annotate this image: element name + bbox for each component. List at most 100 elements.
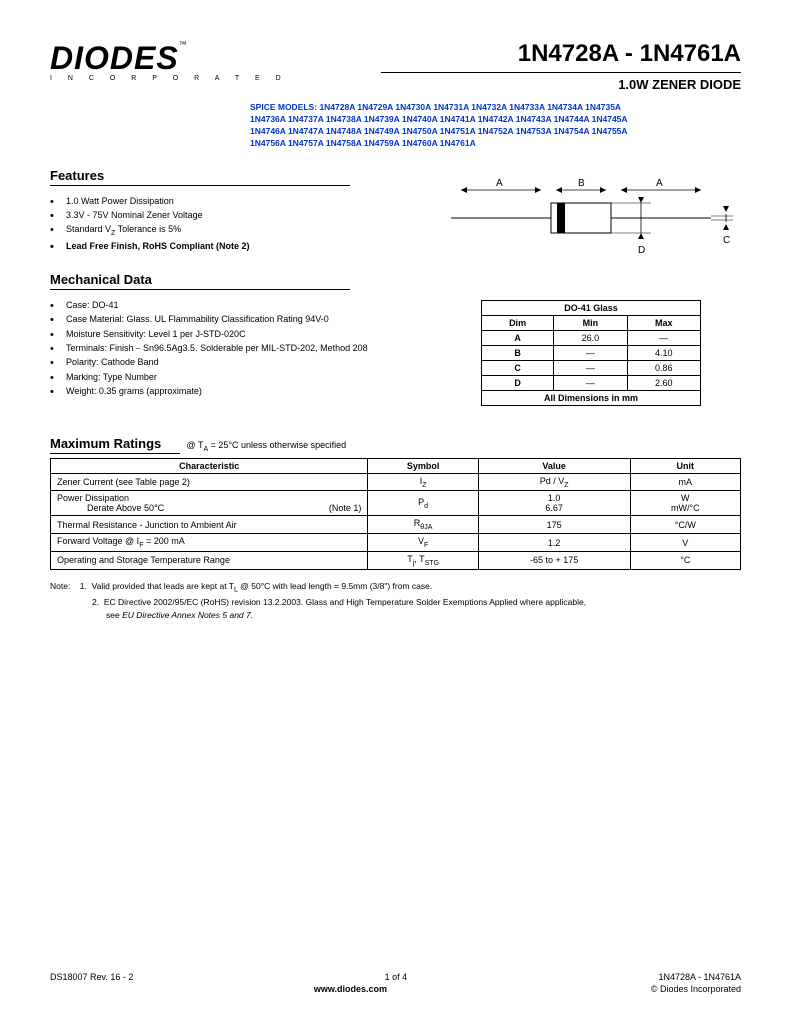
- dim-header: Min: [554, 315, 627, 330]
- ratings-cell: Thermal Resistance - Junction to Ambient…: [51, 516, 368, 534]
- ratings-table: Characteristic Symbol Value Unit Zener C…: [50, 458, 741, 570]
- mechanical-item: Moisture Sensitivity: Level 1 per J-STD-…: [50, 327, 390, 341]
- ratings-cell: RθJA: [368, 516, 478, 534]
- label-C: C: [723, 235, 730, 246]
- ratings-cell: Tj, TSTG: [368, 551, 478, 569]
- table-row: C—0.86: [482, 360, 701, 375]
- features-col: Features 1.0 Watt Power Dissipation 3.3V…: [50, 168, 390, 399]
- page-title: 1N4728A - 1N4761A: [381, 40, 741, 68]
- table-row: Power Dissipation Derate Above 50°C(Note…: [51, 491, 741, 516]
- ratings-cell: V: [630, 534, 740, 552]
- table-row: D—2.60: [482, 375, 701, 390]
- ratings-cell: IZ: [368, 473, 478, 491]
- note-num: 2.: [92, 597, 99, 607]
- ratings-cell: mA: [630, 473, 740, 491]
- dim-cell: D: [482, 375, 554, 390]
- table-row: Forward Voltage @ IF = 200 mA VF 1.2 V: [51, 534, 741, 552]
- note-label: Note:: [50, 581, 70, 591]
- spice-prefix: SPICE MODELS:: [250, 102, 319, 112]
- mechanical-item: Weight: 0.35 grams (approximate): [50, 384, 390, 398]
- logo: DIODES™ I N C O R P O R A T E D: [50, 40, 288, 82]
- dim-header: Dim: [482, 315, 554, 330]
- ratings-condition: @ TA = 25°C unless otherwise specified: [187, 440, 347, 453]
- ratings-header: Value: [478, 458, 630, 473]
- ratings-cell: Pd / VZ: [478, 473, 630, 491]
- spice-models: SPICE MODELS: 1N4728A 1N4729A 1N4730A 1N…: [250, 102, 741, 150]
- feature-item: 1.0 Watt Power Dissipation: [50, 194, 390, 208]
- mechanical-item: Terminals: Finish ⎯ Sn96.5Ag3.5. Soldera…: [50, 341, 390, 355]
- title-block: 1N4728A - 1N4761A 1.0W ZENER DIODE: [381, 40, 741, 92]
- dim-cell: C: [482, 360, 554, 375]
- footer-url[interactable]: www.diodes.com: [50, 984, 651, 994]
- ratings-cell: -65 to + 175: [478, 551, 630, 569]
- ratings-cell: Power Dissipation Derate Above 50°C(Note…: [51, 491, 368, 516]
- footer-page: 1 of 4: [133, 972, 658, 982]
- dim-table-footer: All Dimensions in mm: [482, 390, 701, 405]
- mechanical-item: Polarity: Cathode Band: [50, 355, 390, 369]
- dim-cell: 26.0: [554, 330, 627, 345]
- table-row: B—4.10: [482, 345, 701, 360]
- note-line: 2. EC Directive 2002/95/EC (RoHS) revisi…: [92, 597, 586, 607]
- cond-text: = 25°C unless otherwise specified: [208, 440, 346, 450]
- mechanical-list: Case: DO-41 Case Material: Glass. UL Fla…: [50, 298, 390, 399]
- logo-main: DIODES™: [50, 40, 288, 77]
- dim-header: Max: [627, 315, 700, 330]
- package-diagram: A B A C: [441, 168, 741, 280]
- dim-cell: A: [482, 330, 554, 345]
- spice-line4: 1N4756A 1N4757A 1N4758A 1N4759A 1N4760A …: [250, 138, 476, 148]
- ratings-cell: VF: [368, 534, 478, 552]
- ratings-cell: °C/W: [630, 516, 740, 534]
- ratings-cell: 1.2: [478, 534, 630, 552]
- spice-line3: 1N4746A 1N4747A 1N4748A 1N4749A 1N4750A …: [250, 126, 628, 136]
- logo-tm: ™: [179, 40, 187, 49]
- logo-text: DIODES: [50, 40, 179, 76]
- dim-cell: —: [627, 330, 700, 345]
- diagram-col: A B A C: [441, 168, 741, 406]
- note-text: see: [106, 610, 122, 620]
- footer-line1: DS18007 Rev. 16 - 2 1 of 4 1N4728A - 1N4…: [50, 972, 741, 982]
- footer-copyright: © Diodes Incorporated: [651, 984, 741, 994]
- dimension-table: DO-41 Glass Dim Min Max A26.0— B—4.10 C—…: [481, 300, 701, 406]
- header: DIODES™ I N C O R P O R A T E D 1N4728A …: [50, 40, 741, 92]
- footer: DS18007 Rev. 16 - 2 1 of 4 1N4728A - 1N4…: [50, 972, 741, 994]
- spice-line1: 1N4728A 1N4729A 1N4730A 1N4731A 1N4732A …: [319, 102, 621, 112]
- ratings-section: Maximum Ratings @ TA = 25°C unless other…: [50, 406, 741, 570]
- ratings-cell: °C: [630, 551, 740, 569]
- footer-part: 1N4728A - 1N4761A: [658, 972, 741, 982]
- footer-line2: www.diodes.com © Diodes Incorporated: [50, 984, 741, 994]
- feature-item: 3.3V - 75V Nominal Zener Voltage: [50, 208, 390, 222]
- title-rule: [381, 72, 741, 73]
- note-num: 1.: [80, 581, 87, 591]
- cond-text: @ T: [187, 440, 204, 450]
- ratings-cell: Forward Voltage @ IF = 200 mA: [51, 534, 368, 552]
- table-row: Thermal Resistance - Junction to Ambient…: [51, 516, 741, 534]
- label-A2: A: [656, 178, 663, 189]
- spice-line2: 1N4736A 1N4737A 1N4738A 1N4739A 1N4740A …: [250, 114, 628, 124]
- note-text: EC Directive 2002/95/EC (RoHS) revision …: [104, 597, 586, 607]
- ratings-cell: Pd: [368, 491, 478, 516]
- table-row: Zener Current (see Table page 2) IZ Pd /…: [51, 473, 741, 491]
- mechanical-item: Case Material: Glass. UL Flammability Cl…: [50, 312, 390, 326]
- ratings-header: Characteristic: [51, 458, 368, 473]
- note-line: see EU Directive Annex Notes 5 and 7.: [106, 610, 253, 620]
- dim-cell: 0.86: [627, 360, 700, 375]
- footer-rev: DS18007 Rev. 16 - 2: [50, 972, 133, 982]
- note-text: EU Directive Annex Notes 5 and 7.: [122, 610, 253, 620]
- dim-cell: 2.60: [627, 375, 700, 390]
- feature-item: Standard VZ Tolerance is 5%: [50, 222, 390, 239]
- notes: Note: 1. Valid provided that leads are k…: [50, 580, 741, 622]
- ratings-cell: Operating and Storage Temperature Range: [51, 551, 368, 569]
- ratings-cell: Zener Current (see Table page 2): [51, 473, 368, 491]
- mechanical-heading: Mechanical Data: [50, 272, 350, 290]
- dim-cell: B: [482, 345, 554, 360]
- ratings-heading: Maximum Ratings: [50, 436, 180, 454]
- dim-cell: —: [554, 345, 627, 360]
- mechanical-item: Case: DO-41: [50, 298, 390, 312]
- dim-cell: —: [554, 375, 627, 390]
- features-list: 1.0 Watt Power Dissipation 3.3V - 75V No…: [50, 194, 390, 254]
- ratings-cell: 175: [478, 516, 630, 534]
- note-text: @ 50°C with lead length = 9.5mm (3/8") f…: [238, 581, 432, 591]
- ratings-header: Symbol: [368, 458, 478, 473]
- dim-cell: —: [554, 360, 627, 375]
- diode-diagram-svg: A B A C: [441, 168, 741, 278]
